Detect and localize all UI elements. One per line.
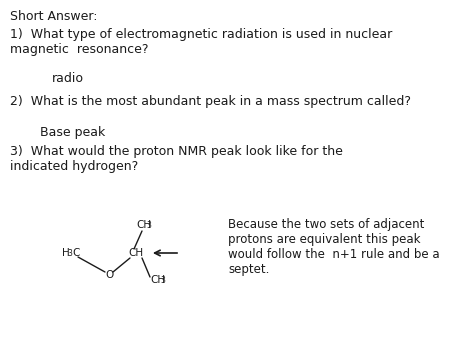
Text: CH: CH (136, 220, 151, 230)
Text: Base peak: Base peak (40, 126, 105, 139)
Text: 3: 3 (160, 276, 165, 285)
Text: CH: CH (150, 275, 165, 285)
Text: radio: radio (52, 72, 84, 85)
Text: O: O (105, 270, 113, 280)
Text: Short Answer:: Short Answer: (10, 10, 98, 23)
Text: Because the two sets of adjacent
protons are equivalent this peak
would follow t: Because the two sets of adjacent protons… (228, 218, 440, 276)
Text: C: C (72, 248, 80, 258)
Text: H: H (62, 248, 70, 258)
Text: 1)  What type of electromagnetic radiation is used in nuclear
magnetic  resonanc: 1) What type of electromagnetic radiatio… (10, 28, 392, 56)
Text: 2)  What is the most abundant peak in a mass spectrum called?: 2) What is the most abundant peak in a m… (10, 95, 411, 108)
Text: 3: 3 (146, 221, 151, 230)
Text: 3: 3 (67, 249, 72, 258)
Text: 3)  What would the proton NMR peak look like for the
indicated hydrogen?: 3) What would the proton NMR peak look l… (10, 145, 343, 173)
Text: CH: CH (128, 248, 143, 258)
